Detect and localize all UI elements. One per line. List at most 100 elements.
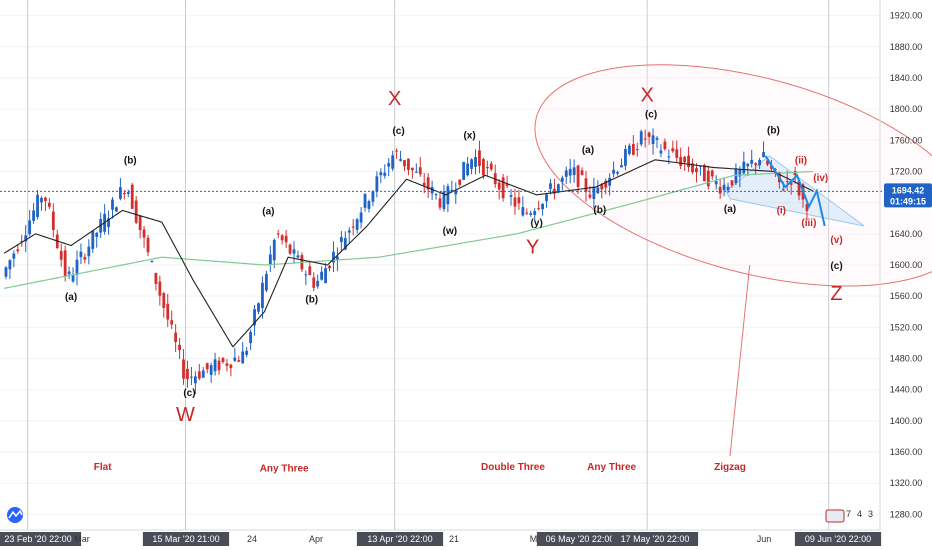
candle-body bbox=[438, 198, 442, 208]
candle-body bbox=[367, 201, 371, 209]
candle-body bbox=[197, 371, 201, 379]
candle-body bbox=[679, 156, 683, 166]
candle-body bbox=[695, 168, 698, 173]
candle-body bbox=[174, 332, 178, 343]
candle-body bbox=[264, 274, 268, 291]
candle-body bbox=[71, 275, 75, 282]
candle-body bbox=[485, 167, 489, 169]
candle-body bbox=[158, 281, 162, 296]
candle-body bbox=[241, 351, 245, 364]
candle-body bbox=[268, 254, 272, 265]
current-price-tag bbox=[884, 183, 932, 208]
candle-body bbox=[580, 170, 584, 175]
candle-body bbox=[505, 183, 509, 186]
candle-body bbox=[501, 177, 505, 199]
candle-body bbox=[336, 256, 339, 261]
candle-body bbox=[162, 293, 166, 308]
candle-body bbox=[750, 159, 754, 164]
time-highlight-bg bbox=[356, 532, 444, 546]
candle-body bbox=[166, 303, 170, 320]
candle-body bbox=[714, 181, 718, 185]
candle-body bbox=[805, 203, 809, 211]
candle-body bbox=[91, 230, 95, 249]
candle-body bbox=[466, 163, 470, 176]
candle-body bbox=[651, 135, 655, 145]
time-highlight-bg bbox=[0, 532, 82, 546]
candle-body bbox=[564, 170, 568, 177]
time-axis[interactable]: 23 Feb '20 22:00 Mar 15 Mar '20 21:00 24 Apr… bbox=[0, 529, 882, 546]
candle-body bbox=[742, 161, 746, 174]
candle-body bbox=[63, 250, 67, 277]
candle-body bbox=[592, 186, 596, 200]
price-tick-label: 1720.00 bbox=[890, 166, 923, 176]
candle-body bbox=[722, 184, 726, 191]
candle-body bbox=[138, 216, 142, 231]
candle-body bbox=[193, 376, 197, 384]
wave-label: (x) bbox=[463, 131, 475, 142]
candle-body bbox=[474, 157, 477, 167]
candle-body bbox=[387, 163, 391, 167]
moving-average-long bbox=[3, 170, 813, 289]
ending-diagonal-wedge[interactable] bbox=[725, 155, 865, 227]
candle-body bbox=[738, 169, 742, 177]
candle-body bbox=[426, 177, 430, 190]
wave-label: (b) bbox=[767, 125, 780, 136]
candle-body bbox=[280, 235, 284, 241]
candle-body bbox=[257, 303, 260, 312]
candle-body bbox=[225, 363, 229, 366]
candle-body bbox=[328, 265, 331, 269]
candle-body bbox=[245, 350, 249, 355]
wave-label: (a) bbox=[65, 292, 77, 303]
candle-body bbox=[16, 249, 20, 252]
wave-tail bbox=[764, 155, 826, 227]
candle-body bbox=[308, 266, 312, 275]
price-axis[interactable]: 1920.00 1880.00 1840.00 1800.00 1760.00 1720.… bbox=[879, 0, 932, 530]
candle-body bbox=[67, 271, 71, 275]
candle-body bbox=[186, 368, 189, 380]
zigzag-ellipse[interactable] bbox=[511, 23, 932, 457]
candle-body bbox=[347, 230, 351, 233]
candle-body bbox=[209, 365, 213, 375]
candle-body bbox=[28, 220, 32, 235]
candle-body bbox=[221, 358, 225, 363]
candle-body bbox=[785, 181, 789, 183]
tradingview-logo-icon[interactable] bbox=[7, 507, 23, 523]
price-tick-label: 1840.00 bbox=[890, 73, 923, 83]
candle-body bbox=[320, 271, 324, 280]
wave-label: (v) bbox=[830, 235, 842, 246]
candle-body bbox=[470, 159, 473, 169]
candle-body bbox=[107, 218, 110, 228]
calendar-flags-icon[interactable]: 7 4 3 bbox=[825, 509, 873, 523]
candle-body bbox=[249, 332, 253, 344]
degree-label: Y bbox=[526, 236, 539, 258]
candle-body bbox=[541, 204, 544, 210]
candle-body bbox=[182, 359, 185, 379]
candle-body bbox=[556, 184, 560, 192]
candle-body bbox=[312, 277, 316, 288]
candle-body bbox=[545, 194, 548, 202]
candle-body bbox=[304, 274, 308, 276]
candle-body bbox=[616, 172, 619, 174]
candle-body bbox=[482, 159, 485, 176]
wave-label: (c) bbox=[183, 388, 195, 399]
bar-countdown: 01:49:15 bbox=[890, 196, 926, 206]
wave-label: (c) bbox=[830, 261, 842, 272]
candle-body bbox=[410, 167, 414, 171]
candle-body bbox=[446, 186, 450, 205]
candle-body bbox=[497, 182, 501, 190]
current-price-value: 1694.42 bbox=[892, 185, 925, 195]
candle-body bbox=[343, 238, 347, 250]
candle-body bbox=[217, 360, 221, 371]
wave-label: (iv) bbox=[813, 173, 828, 184]
candle-body bbox=[253, 309, 256, 326]
candle-body bbox=[781, 189, 785, 191]
candle-body bbox=[351, 226, 355, 228]
candle-body bbox=[430, 187, 434, 194]
candle-body bbox=[284, 235, 288, 243]
candle-body bbox=[525, 212, 529, 214]
candle-body bbox=[8, 260, 12, 270]
candle-body bbox=[612, 169, 616, 174]
ellipse-outline bbox=[534, 64, 932, 287]
candle-body bbox=[509, 195, 513, 197]
